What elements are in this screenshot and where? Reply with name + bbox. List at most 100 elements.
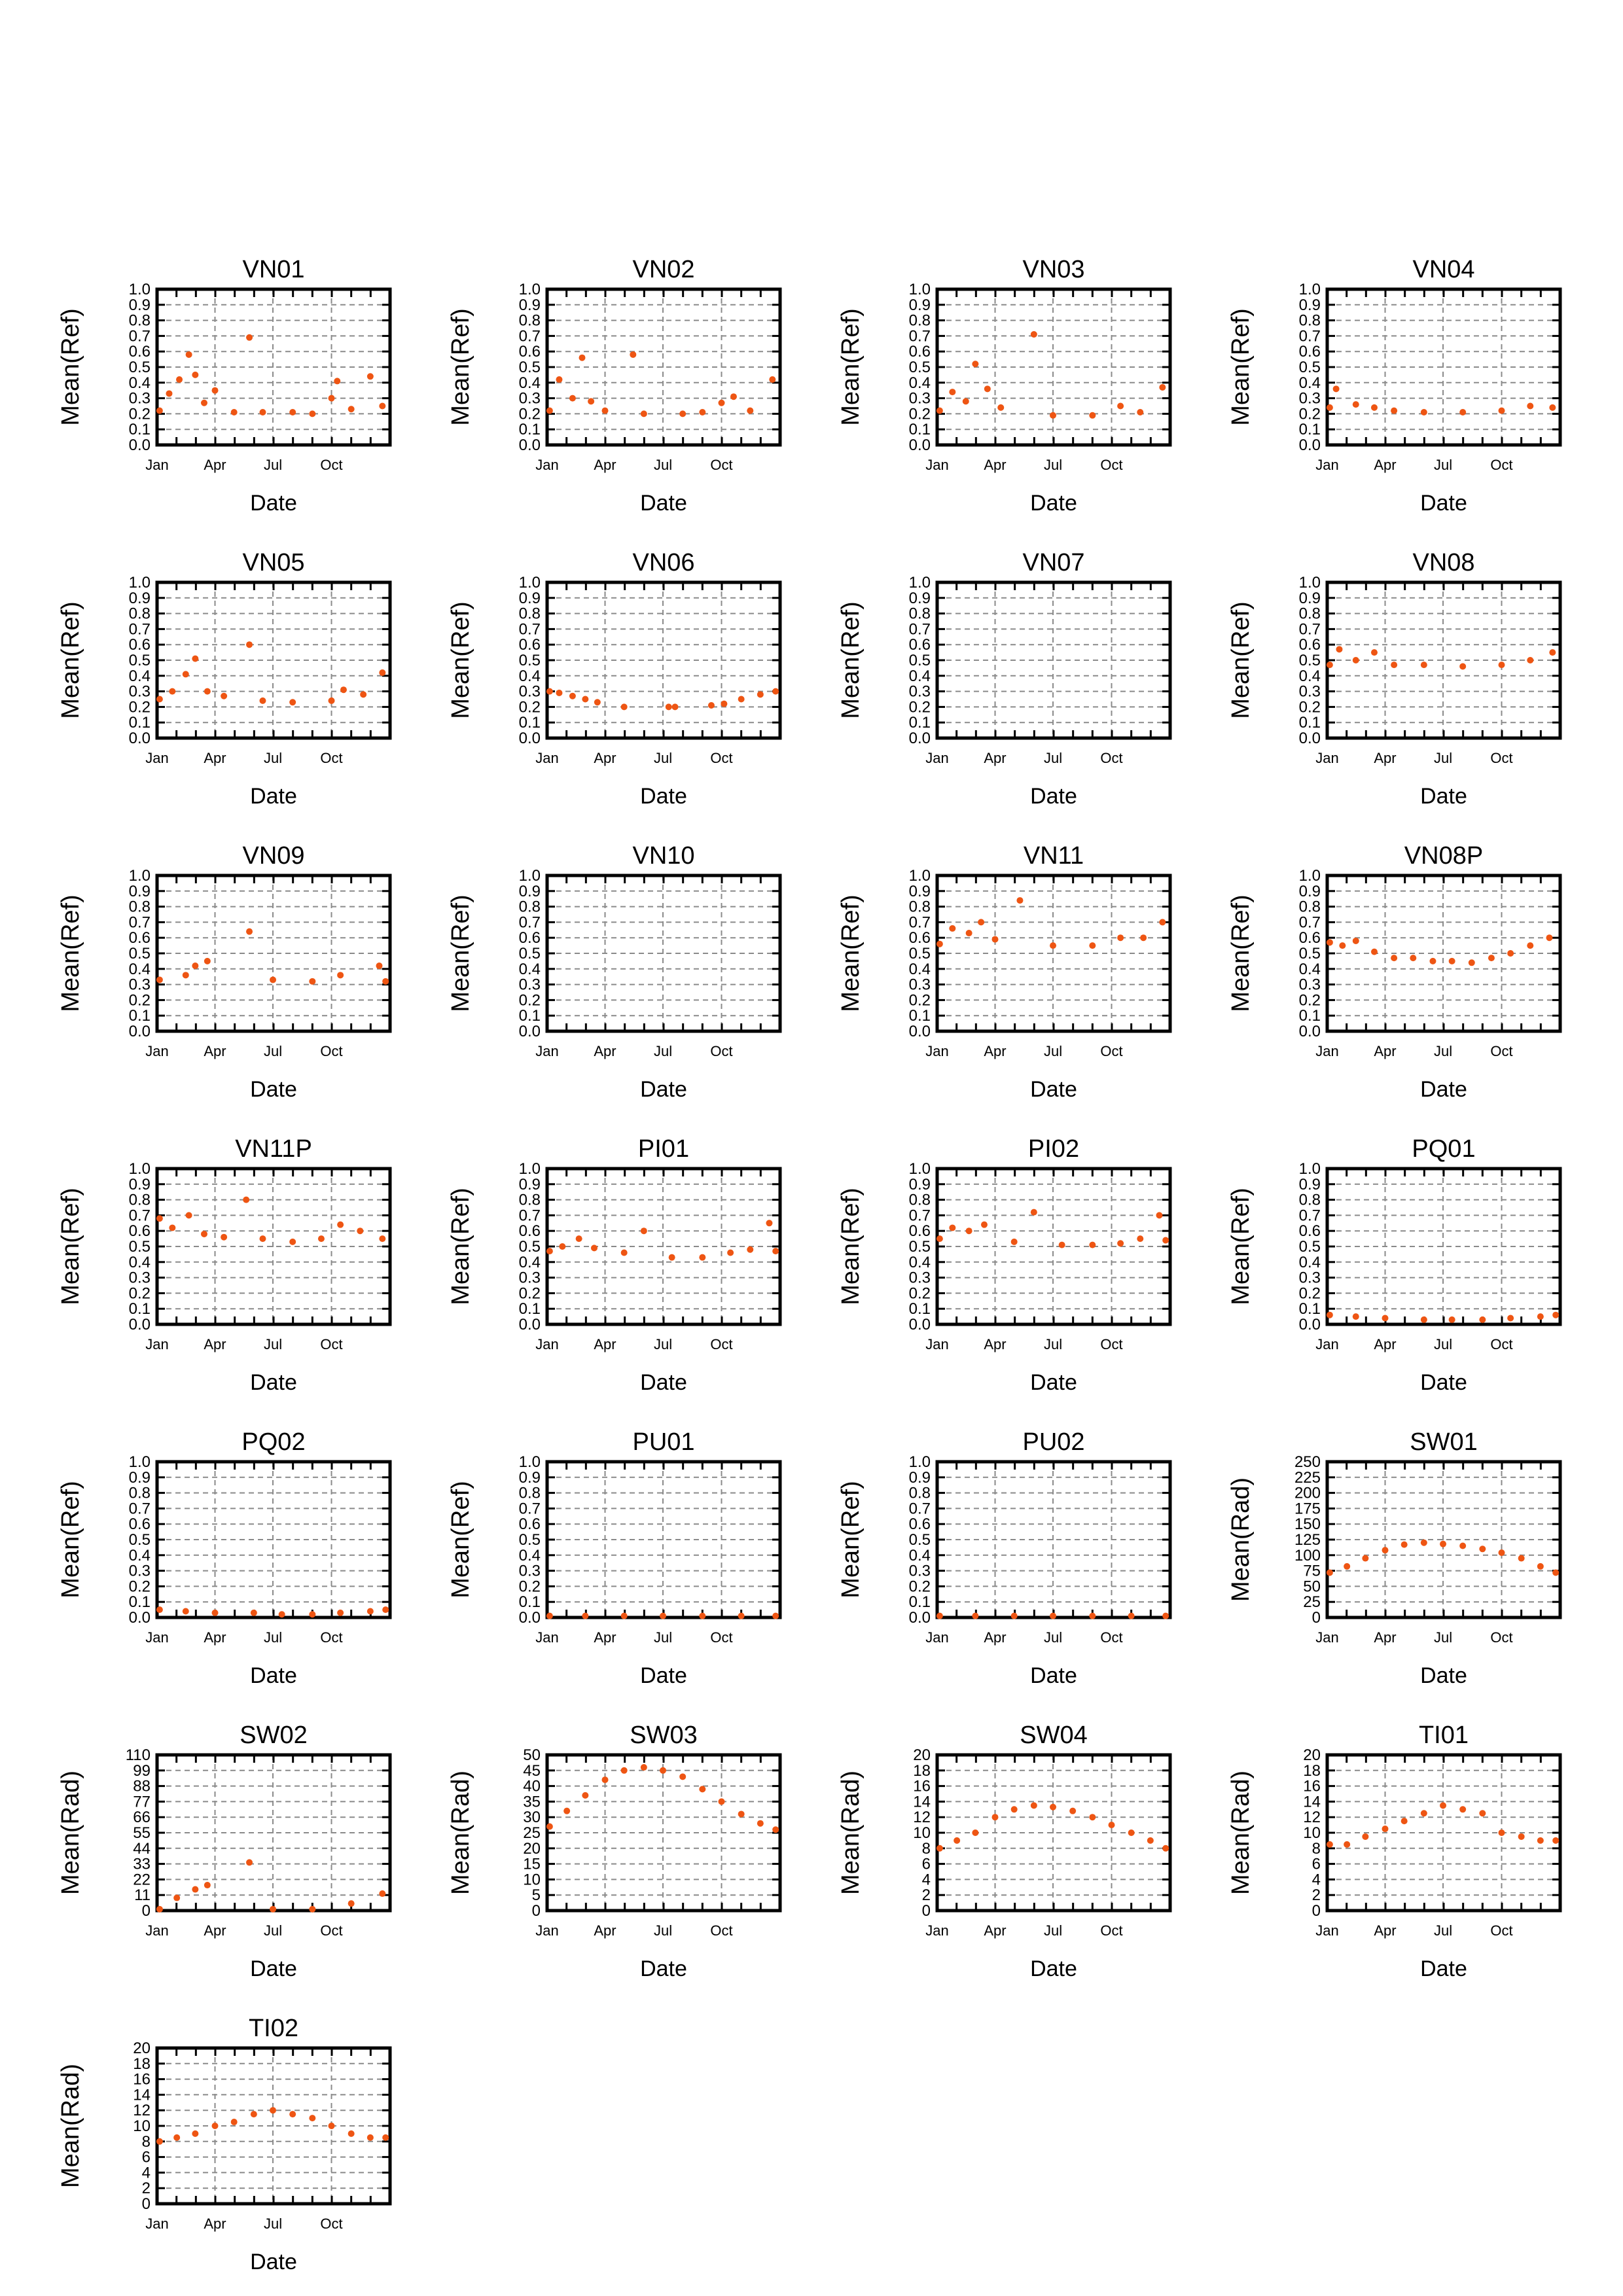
y-tick-label: 0.0 xyxy=(1299,730,1321,747)
x-tick-label: Oct xyxy=(1490,1629,1512,1646)
data-point xyxy=(1459,1542,1467,1549)
y-tick-label: 0.3 xyxy=(1299,390,1321,408)
data-point xyxy=(972,1612,979,1619)
data-point xyxy=(575,1235,582,1243)
x-tick-label: Oct xyxy=(320,1629,342,1646)
data-point xyxy=(991,1814,999,1821)
plot-frame xyxy=(935,874,1172,1033)
data-point xyxy=(1382,1547,1389,1554)
data-point xyxy=(1336,646,1343,653)
x-tick-label: Apr xyxy=(594,1336,616,1352)
data-point xyxy=(1162,1612,1169,1619)
subplot-vn08p: 0.00.10.20.30.40.50.60.70.80.91.0 Jan Apr J… xyxy=(1227,842,1562,1102)
subplot-title: PQ02 xyxy=(241,1428,305,1456)
y-tick-label: 50 xyxy=(1303,1578,1321,1595)
x-tick-label: Jul xyxy=(654,1922,672,1939)
plot-frame xyxy=(545,1167,782,1326)
y-tick-label: 0.1 xyxy=(129,1300,151,1318)
x-tick-label: Jul xyxy=(1434,1922,1452,1939)
data-point xyxy=(1546,934,1553,942)
data-point xyxy=(1537,1837,1544,1844)
y-tick-label: 0.8 xyxy=(129,1192,151,1209)
data-point xyxy=(590,1245,597,1252)
y-axis-label: Mean(Ref) xyxy=(57,1188,84,1305)
x-tick-label: Apr xyxy=(1374,1336,1396,1352)
y-tick-label: 0.3 xyxy=(519,1269,541,1287)
subplot-vn11: 0.00.10.20.30.40.50.60.70.80.91.0 Jan Apr J… xyxy=(837,842,1172,1102)
data-point xyxy=(997,404,1005,411)
data-point xyxy=(156,1215,163,1222)
data-point xyxy=(1527,657,1534,663)
x-tick-label: Apr xyxy=(984,1043,1006,1059)
data-point xyxy=(569,395,576,402)
y-tick-label: 0.5 xyxy=(1299,1238,1321,1256)
data-point xyxy=(1162,1845,1169,1852)
data-point xyxy=(772,1826,779,1833)
x-tick-label: Apr xyxy=(984,1336,1006,1352)
data-point xyxy=(182,1608,189,1615)
x-tick-label: Jan xyxy=(145,1336,168,1352)
x-tick-label: Jan xyxy=(145,1922,168,1939)
data-point xyxy=(546,407,553,414)
y-tick-label: 20 xyxy=(523,1840,541,1858)
x-tick-label: Oct xyxy=(1490,1336,1512,1352)
y-tick-label: 0.7 xyxy=(1299,1207,1321,1224)
y-tick-label: 0.1 xyxy=(909,1300,931,1318)
data-point xyxy=(382,2134,389,2141)
data-point xyxy=(376,963,383,970)
y-axis-label: Mean(Ref) xyxy=(57,601,84,719)
x-tick-label: Jul xyxy=(1434,457,1452,473)
subplot-title: PI01 xyxy=(638,1135,689,1163)
y-tick-label: 0.0 xyxy=(519,1609,541,1627)
data-point xyxy=(1010,1238,1018,1245)
y-tick-label: 0.9 xyxy=(519,1176,541,1193)
subplot-title: PU02 xyxy=(1022,1428,1084,1456)
y-tick-label: 0.5 xyxy=(519,1531,541,1549)
y-tick-label: 0.0 xyxy=(909,1316,931,1333)
y-tick-label: 0.2 xyxy=(909,405,931,423)
data-point xyxy=(1326,662,1333,669)
data-point xyxy=(192,1886,199,1893)
y-tick-label: 0.7 xyxy=(129,1500,151,1517)
y-tick-label: 6 xyxy=(1312,1856,1321,1873)
data-point xyxy=(546,688,553,695)
x-axis-label: Date xyxy=(640,1077,687,1102)
y-tick-label: 0.6 xyxy=(909,636,931,654)
data-point xyxy=(1326,1569,1333,1576)
data-point xyxy=(1459,1806,1467,1813)
y-tick-label: 0.6 xyxy=(909,1515,931,1533)
y-tick-label: 75 xyxy=(1303,1563,1321,1580)
subplot-pq02: 0.00.10.20.30.40.50.60.70.80.91.0 Jan Apr J… xyxy=(57,1428,392,1688)
data-point xyxy=(582,1612,589,1619)
y-tick-label: 0.8 xyxy=(1299,898,1321,916)
data-point xyxy=(230,409,238,416)
y-tick-label: 0.2 xyxy=(129,405,151,423)
x-axis-label: Date xyxy=(250,1370,297,1395)
data-point xyxy=(156,1905,163,1913)
plot-frame xyxy=(545,580,782,740)
y-tick-label: 0.8 xyxy=(519,1192,541,1209)
data-point xyxy=(1050,1612,1057,1619)
y-tick-label: 0.6 xyxy=(129,636,151,654)
x-tick-label: Jul xyxy=(1044,1922,1062,1939)
data-point xyxy=(630,351,637,358)
y-tick-label: 0.9 xyxy=(129,1469,151,1487)
y-tick-label: 0.4 xyxy=(129,1547,151,1564)
data-point xyxy=(1108,1822,1115,1829)
data-point xyxy=(166,390,173,397)
x-tick-label: Jan xyxy=(1315,457,1338,473)
y-tick-label: 10 xyxy=(133,2117,151,2135)
y-axis-label: Mean(Ref) xyxy=(1227,1188,1255,1305)
plot-frame xyxy=(155,1167,392,1326)
x-tick-label: Oct xyxy=(710,1629,732,1646)
subplot-vn06: 0.00.10.20.30.40.50.60.70.80.91.0 Jan Apr J… xyxy=(447,549,782,809)
y-tick-label: 0.0 xyxy=(909,1609,931,1627)
subplot-vn04: 0.00.10.20.30.40.50.60.70.80.91.0 Jan Apr J… xyxy=(1227,256,1562,516)
y-tick-label: 0.0 xyxy=(1299,1316,1321,1333)
y-tick-label: 0.0 xyxy=(909,436,931,454)
y-tick-label: 14 xyxy=(1303,1793,1321,1810)
data-point xyxy=(309,978,316,985)
data-point xyxy=(156,976,163,983)
y-tick-label: 0.9 xyxy=(1299,1176,1321,1193)
y-tick-label: 0.5 xyxy=(1299,359,1321,376)
